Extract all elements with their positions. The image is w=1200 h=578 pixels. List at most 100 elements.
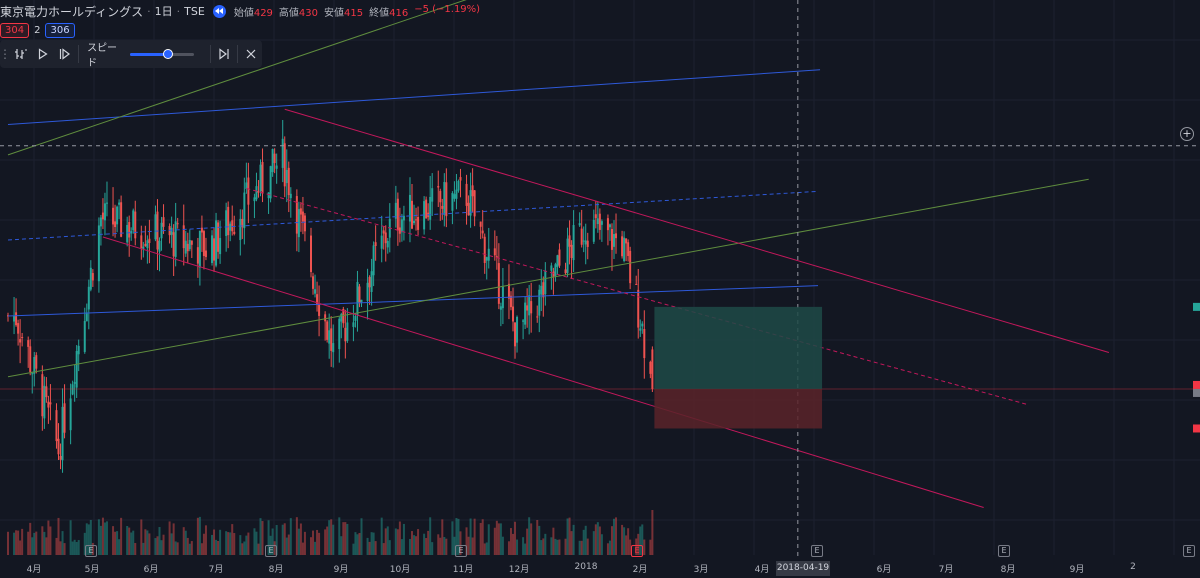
candle-body: [172, 232, 175, 257]
earnings-marker[interactable]: E: [85, 545, 97, 557]
volume-bar: [324, 529, 327, 555]
candle-body: [243, 192, 246, 229]
candle-body: [241, 218, 244, 228]
candle-body: [568, 235, 571, 247]
close-icon[interactable]: [240, 42, 262, 66]
volume-bar: [542, 538, 545, 555]
volume-bar: [530, 523, 533, 555]
candle-body: [261, 161, 264, 194]
jump-to-realtime-icon[interactable]: [213, 42, 235, 66]
volume-bar: [356, 534, 359, 555]
select-bar-icon[interactable]: [10, 42, 32, 66]
volume-bar: [615, 517, 618, 555]
candle-body: [495, 256, 498, 258]
candle-body: [572, 225, 575, 261]
symbol-name[interactable]: 東京電力ホールディングス: [0, 4, 144, 19]
volume-bar: [73, 539, 76, 555]
volume-bar: [156, 536, 159, 555]
earnings-marker[interactable]: E: [631, 545, 643, 557]
candle-body: [457, 180, 460, 191]
earnings-marker[interactable]: E: [811, 545, 823, 557]
candle-body: [176, 223, 179, 225]
candle-body: [354, 316, 357, 321]
sell-badge[interactable]: 304: [0, 23, 30, 38]
volume-bar: [639, 526, 642, 555]
volume-bar: [423, 533, 426, 555]
candle-body: [380, 235, 383, 249]
volume-bar: [552, 527, 555, 555]
volume-bar: [487, 524, 490, 555]
volume-bar: [27, 531, 30, 555]
candle-body: [184, 240, 187, 254]
candle-body: [608, 224, 611, 228]
candle-body: [21, 336, 24, 338]
volume-bar: [580, 540, 583, 555]
volume-bar: [497, 523, 500, 555]
volume-bar: [182, 527, 185, 555]
close-value: 416: [389, 7, 409, 19]
speed-slider[interactable]: [129, 48, 195, 59]
interval-label[interactable]: 1日: [154, 5, 173, 18]
volume-bar: [112, 526, 115, 555]
buy-badge[interactable]: 306: [45, 23, 75, 38]
candle-body: [162, 217, 165, 227]
volume-bar: [142, 542, 145, 555]
earnings-marker[interactable]: E: [998, 545, 1010, 557]
candle-body: [73, 382, 76, 384]
candle-body: [99, 217, 102, 227]
candle-body: [366, 282, 369, 301]
volume-bar: [140, 519, 143, 555]
open-value: 429: [253, 7, 273, 19]
volume-bar: [346, 523, 349, 555]
earnings-marker[interactable]: E: [265, 545, 277, 557]
candle-body: [31, 373, 34, 375]
volume-bar: [233, 533, 236, 555]
volume-bar: [431, 542, 434, 555]
volume-bar: [451, 521, 454, 555]
volume-bar: [526, 528, 529, 555]
volume-bar: [394, 528, 397, 555]
candle-body: [338, 318, 341, 350]
volume-bar: [160, 540, 163, 555]
volume-bar: [281, 524, 284, 555]
volume-bar: [512, 533, 514, 555]
replay-icon[interactable]: [212, 4, 226, 18]
close-label: 終値: [369, 7, 390, 19]
volume-bar: [550, 537, 553, 555]
speed-slider-knob[interactable]: [163, 48, 174, 59]
candle-body: [295, 196, 298, 234]
volume-bar: [83, 532, 86, 555]
volume-bar: [635, 538, 638, 555]
candle-body: [485, 257, 488, 261]
earnings-marker[interactable]: E: [455, 545, 467, 557]
add-plus-icon[interactable]: +: [1180, 127, 1194, 141]
candle-body: [497, 263, 500, 304]
volume-bar: [402, 523, 405, 555]
volume-bar: [186, 537, 189, 555]
candle-body: [120, 202, 123, 237]
volume-bar: [606, 543, 609, 555]
drag-handle-icon[interactable]: ⋮: [0, 47, 11, 61]
candle-body: [408, 194, 411, 222]
candle-body: [328, 330, 331, 344]
step-forward-icon[interactable]: [54, 42, 76, 66]
volume-bar: [215, 539, 218, 555]
volume-bar: [370, 532, 373, 555]
time-axis-label: 7月: [208, 565, 224, 575]
candle-body: [493, 248, 496, 256]
candle-body: [77, 345, 80, 355]
price-marker-stop: [1193, 424, 1200, 433]
pink-channel-upper: [284, 108, 1110, 353]
candle-body: [114, 221, 117, 228]
candle-body: [528, 295, 531, 316]
play-icon[interactable]: [32, 42, 54, 66]
candle-body: [186, 243, 189, 252]
volume-bar: [413, 535, 416, 555]
volume-bar: [71, 541, 74, 555]
volume-bar: [469, 518, 472, 555]
candle-body: [85, 312, 88, 322]
volume-bar: [439, 537, 442, 555]
candle-body: [516, 316, 519, 343]
earnings-marker[interactable]: E: [1183, 545, 1195, 557]
